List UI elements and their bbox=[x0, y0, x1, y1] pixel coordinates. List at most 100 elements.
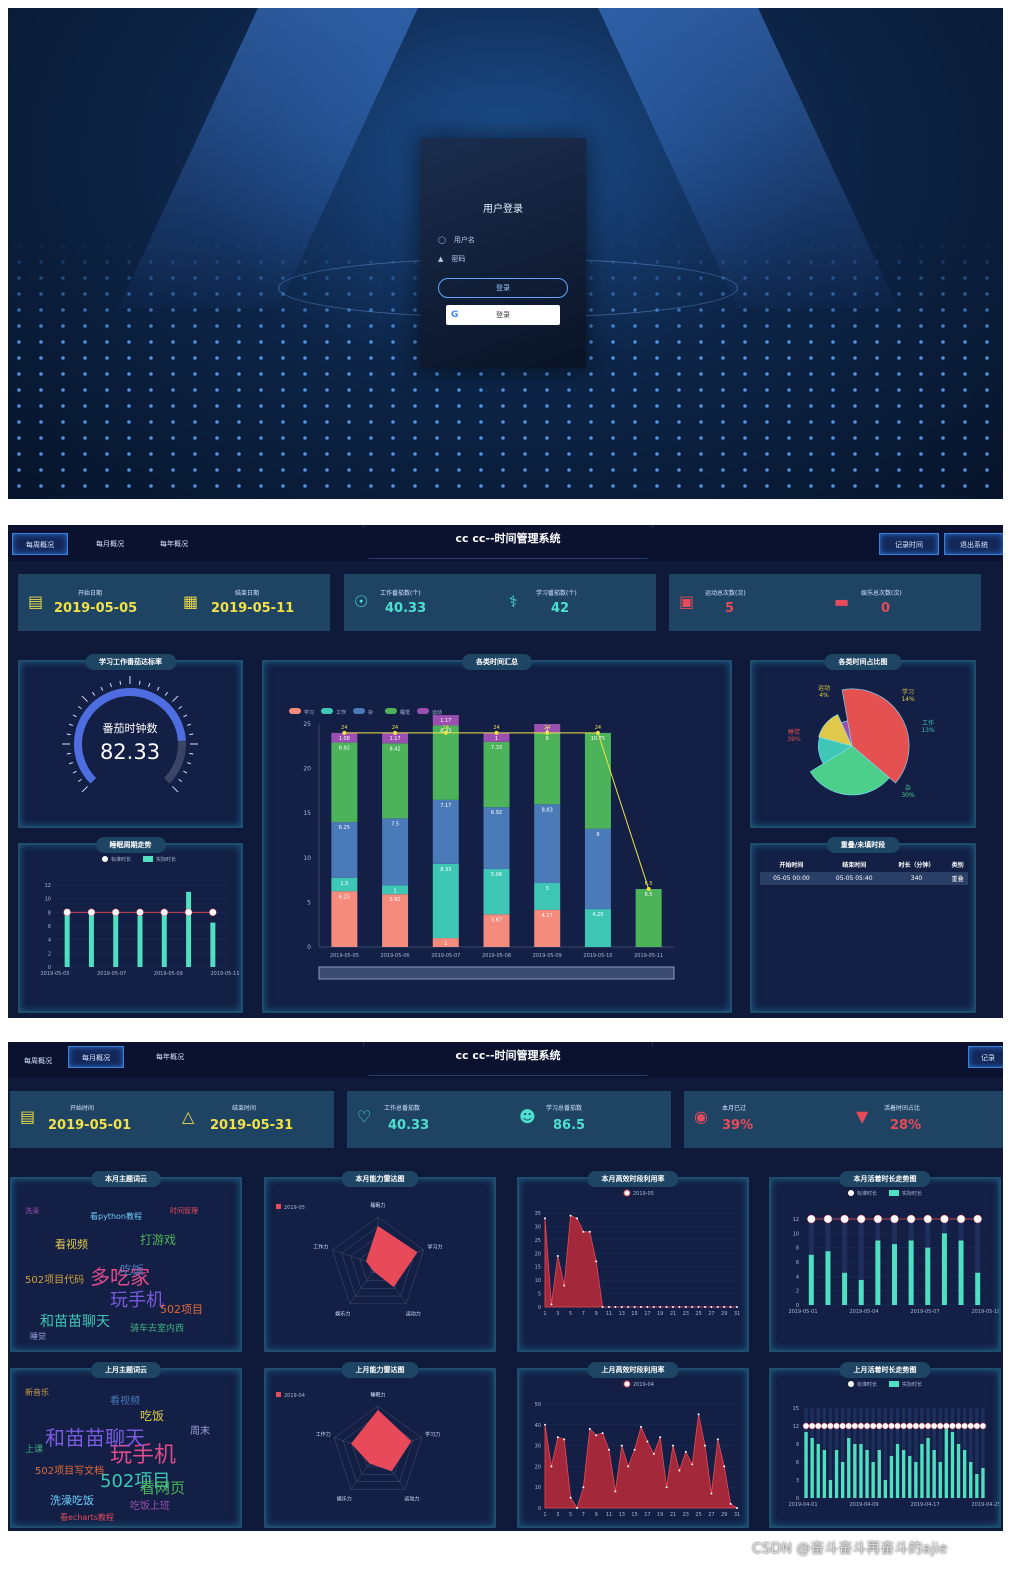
username-field[interactable]: ◯ 用户名 bbox=[438, 235, 475, 245]
data-point bbox=[608, 1306, 610, 1308]
data-label: 8.33 bbox=[440, 867, 451, 873]
word-cloud: 多吃家 玩手机 和苗苗聊天 看视频 打游戏 吃饭 502项目 洗澡 看python教程 时间管理 5… bbox=[20, 1191, 234, 1346]
tab-monthly[interactable]: 每月概况 bbox=[96, 540, 124, 548]
tab-monthly[interactable]: 每月概况 bbox=[68, 1046, 124, 1068]
data-label: 3 bbox=[546, 886, 549, 892]
standard-marker bbox=[900, 1422, 907, 1430]
bar bbox=[210, 922, 216, 967]
standard-marker bbox=[815, 1422, 822, 1430]
x-tick-label: 7 bbox=[582, 1512, 585, 1518]
bar bbox=[859, 1444, 863, 1498]
stat-value: 5 bbox=[725, 601, 735, 616]
gauge-tick bbox=[186, 723, 192, 726]
alive-panel-current: 本月活着时长走势图 标准时长 实际时长 0 2 4 6 8 10 12 2019-05-01 201… bbox=[769, 1171, 1001, 1352]
bar bbox=[871, 1462, 875, 1498]
word-cloud-word: 和苗苗聊天 bbox=[40, 1314, 110, 1330]
gauge-tick bbox=[72, 770, 77, 774]
standard-marker bbox=[111, 908, 120, 917]
pie-label-name: 学习 bbox=[902, 688, 914, 696]
google-login-button[interactable]: G 登录 bbox=[446, 305, 560, 325]
total-point bbox=[494, 730, 499, 735]
overlap-table: 开始时间 结束时间 时长（分钟） 类别 05-05 00:00 05-05 05… bbox=[760, 857, 968, 885]
bar-segment bbox=[331, 742, 358, 823]
y-tick-label: 8 bbox=[48, 910, 51, 916]
y-tick-label: 4 bbox=[48, 938, 51, 944]
data-label: 5.08 bbox=[491, 872, 502, 878]
stat-label: 结束时间 bbox=[232, 1105, 257, 1112]
pie-slice bbox=[841, 720, 853, 747]
x-tick-label: 15 bbox=[631, 1512, 637, 1518]
data-point bbox=[601, 1432, 604, 1435]
bar-segment bbox=[432, 863, 459, 939]
bar-segment bbox=[382, 885, 409, 895]
data-point bbox=[569, 1214, 572, 1217]
pie-label-name: 睡觉 bbox=[788, 728, 800, 736]
tab-yearly[interactable]: 每年概况 bbox=[160, 540, 188, 548]
logout-button[interactable]: 退出系统 bbox=[944, 533, 1003, 555]
stat-label: 结束日期 bbox=[235, 590, 260, 597]
legend-label: 2019-05 bbox=[284, 1205, 305, 1211]
efficiency-panel-previous: 上月高效时段利用率 2019-04 0 10 20 30 40 50 1 3 5 7 9 11 13 15 1… bbox=[517, 1362, 749, 1528]
data-point bbox=[620, 1306, 623, 1308]
standard-marker bbox=[973, 1214, 982, 1224]
gauge-tick bbox=[186, 762, 192, 765]
data-point bbox=[563, 1284, 566, 1287]
table-header: 开始时间 bbox=[779, 862, 804, 869]
data-point bbox=[627, 1306, 630, 1308]
login-button[interactable]: 登录 bbox=[438, 278, 568, 298]
y-tick-label: 6 bbox=[48, 924, 51, 930]
date-stat-card: ▤ 开始日期 2019-05-05 ▦ 结束日期 2019-05-11 bbox=[18, 574, 330, 631]
legend-label: 2019-04 bbox=[633, 1382, 654, 1388]
bar-segment bbox=[584, 909, 611, 947]
panel-title: 本月活着时长走势图 bbox=[839, 1171, 931, 1187]
x-tick-label: 13 bbox=[619, 1512, 625, 1518]
bar-background bbox=[883, 1408, 888, 1498]
panel-title: 各类时间占比图 bbox=[824, 654, 902, 670]
stat-value: 40.33 bbox=[385, 601, 427, 616]
data-point bbox=[595, 1434, 598, 1437]
standard-marker bbox=[821, 1422, 828, 1430]
record-button[interactable]: 记录 bbox=[968, 1046, 1003, 1068]
password-field[interactable]: ▲ 密码 bbox=[438, 254, 465, 264]
gauge-tick bbox=[81, 695, 88, 702]
radar-axis-label: 学习力 bbox=[428, 1243, 443, 1250]
bar-segment bbox=[534, 804, 561, 884]
data-label: 7.17 bbox=[440, 803, 451, 809]
document-icon: ▤ bbox=[20, 1107, 36, 1126]
x-tick-label: 2019-05-05 bbox=[40, 971, 69, 977]
data-label: 7.5 bbox=[391, 821, 399, 827]
word-cloud-word: 502项目 bbox=[160, 1303, 203, 1316]
tab-yearly[interactable]: 每年概况 bbox=[156, 1053, 184, 1061]
data-label: 1 bbox=[546, 727, 549, 733]
radar-panel-previous: 上月能力雷达图 2019-04 睡眠力 学习力 运动力 娱乐力 工作力 bbox=[264, 1362, 496, 1528]
google-icon: G bbox=[451, 310, 459, 320]
x-tick-label: 27 bbox=[708, 1512, 714, 1518]
tab-weekly[interactable]: 每周概况 bbox=[24, 1057, 52, 1065]
data-point bbox=[588, 1230, 591, 1233]
word-cloud-word: 看视频 bbox=[110, 1396, 140, 1407]
table-row[interactable]: 05-05 00:00 05-05 05:40 340 重叠 bbox=[760, 872, 968, 885]
record-time-button[interactable]: 记录时间 bbox=[879, 533, 939, 555]
app-title: cc cc--时间管理系统 bbox=[455, 1049, 561, 1062]
bar-background bbox=[981, 1408, 985, 1498]
tab-weekly[interactable]: 每周概况 bbox=[12, 533, 68, 555]
bar bbox=[958, 1240, 964, 1305]
x-tick-label: 2019-05-06 bbox=[381, 953, 410, 959]
legend-swatch bbox=[289, 708, 301, 714]
standard-marker bbox=[956, 1214, 966, 1224]
y-tick-label: 15 bbox=[303, 810, 311, 817]
y-tick-label: 10 bbox=[793, 1231, 799, 1237]
bar bbox=[847, 1438, 851, 1498]
panel-title: 上月活着时长走势图 bbox=[839, 1362, 931, 1378]
x-tick-label: 23 bbox=[683, 1311, 689, 1317]
stack-chart: 学习 工作 杂 睡觉 运动 0 5 10 15 20 25 6.25 1.5 6.25 8.92 1.08 24… bbox=[289, 708, 675, 980]
data-point bbox=[697, 1413, 700, 1416]
legend-swatch bbox=[276, 1392, 281, 1397]
data-point bbox=[691, 1306, 694, 1308]
panel-title: 重叠/未填时段 bbox=[826, 837, 900, 853]
person-icon: ☻ bbox=[519, 1107, 536, 1126]
bar bbox=[828, 1480, 833, 1498]
stat-label: 学习番茄数(个) bbox=[536, 590, 577, 597]
y-tick-label: 5 bbox=[538, 1292, 541, 1298]
